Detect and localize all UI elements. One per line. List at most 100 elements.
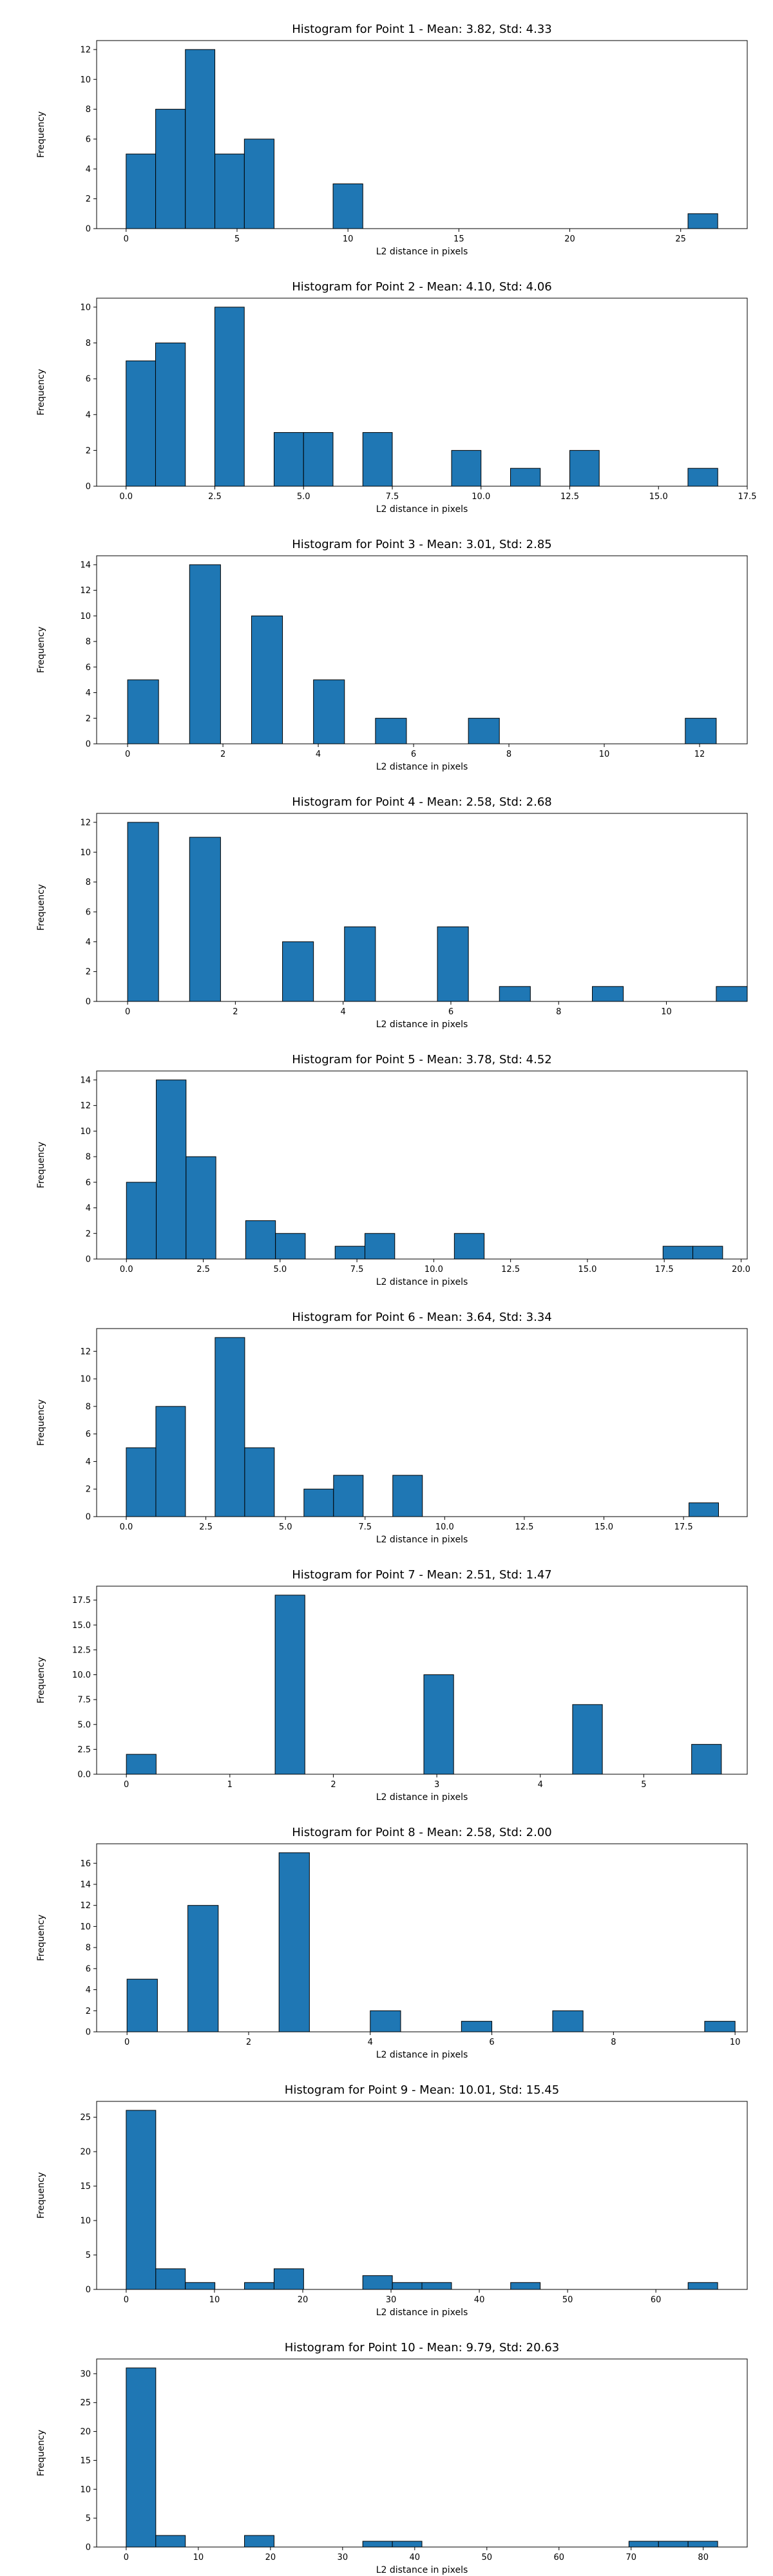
y-tick-label: 0 bbox=[86, 1513, 91, 1522]
x-tick-label: 2.5 bbox=[196, 1265, 210, 1274]
x-tick-label: 20 bbox=[298, 2295, 309, 2305]
x-tick-label: 0 bbox=[124, 2553, 129, 2562]
histogram-bar bbox=[127, 822, 159, 1002]
y-tick-label: 6 bbox=[86, 1430, 91, 1439]
y-axis-label: Frequency bbox=[36, 111, 46, 158]
histogram-bar bbox=[332, 183, 363, 229]
y-axis-ticks: 0 2 4 6 8 10 bbox=[80, 303, 97, 492]
y-tick-label: 10 bbox=[80, 75, 91, 85]
y-tick-label: 10.0 bbox=[72, 1671, 91, 1680]
histogram-svg: Histogram for Point 10 - Mean: 9.79, Std… bbox=[36, 2341, 748, 2575]
x-tick-label: 0.0 bbox=[120, 1265, 133, 1274]
x-axis-label: L2 distance in pixels bbox=[376, 2050, 468, 2060]
y-tick-label: 10 bbox=[80, 2217, 91, 2226]
x-tick-label: 10.0 bbox=[472, 492, 490, 502]
y-tick-label: 12 bbox=[80, 818, 91, 828]
histogram-bar bbox=[499, 986, 531, 1002]
x-tick-label: 2 bbox=[246, 2038, 251, 2047]
histogram-bar bbox=[572, 1704, 603, 1775]
bars-group bbox=[126, 49, 718, 229]
y-tick-label: 6 bbox=[86, 1964, 91, 1974]
y-tick-label: 0 bbox=[86, 740, 91, 750]
x-tick-label: 10 bbox=[730, 2038, 741, 2047]
chart-title: Histogram for Point 1 - Mean: 3.82, Std:… bbox=[292, 23, 552, 36]
y-tick-label: 4 bbox=[86, 1204, 91, 1213]
x-tick-label: 0 bbox=[124, 1780, 129, 1790]
x-tick-label: 17.5 bbox=[738, 492, 757, 502]
histogram-bar bbox=[275, 1233, 306, 1260]
histogram-bar bbox=[362, 432, 393, 487]
x-tick-label: 5 bbox=[641, 1780, 646, 1790]
histogram-bar bbox=[468, 717, 500, 744]
y-axis-ticks: 0 2 4 6 8 10 12 14 bbox=[80, 1075, 97, 1265]
y-axis-ticks: 0 2 4 6 8 10 12 14 16 bbox=[80, 1859, 97, 2038]
histogram-bar bbox=[552, 2010, 584, 2032]
histogram-bar bbox=[187, 1905, 219, 2032]
plot-frame bbox=[96, 298, 748, 487]
histogram-bar bbox=[362, 2275, 393, 2290]
y-axis-label: Frequency bbox=[36, 1915, 46, 1961]
y-tick-label: 15 bbox=[80, 2182, 91, 2192]
x-tick-label: 12 bbox=[694, 750, 705, 759]
histogram-chart-10: Histogram for Point 10 - Mean: 9.79, Std… bbox=[0, 2318, 773, 2576]
x-tick-label: 15 bbox=[453, 234, 464, 244]
x-tick-label: 2 bbox=[233, 1007, 238, 1017]
y-tick-label: 0 bbox=[86, 2286, 91, 2295]
histogram-bar bbox=[392, 1475, 423, 1517]
y-tick-label: 12 bbox=[80, 586, 91, 596]
y-axis-ticks: 0 5 10 15 20 25 bbox=[80, 2113, 97, 2295]
y-tick-label: 12 bbox=[80, 1101, 91, 1111]
y-axis-label: Frequency bbox=[36, 369, 46, 415]
y-tick-label: 2 bbox=[86, 1229, 91, 1239]
x-tick-label: 7.5 bbox=[358, 1522, 372, 1532]
x-tick-label: 80 bbox=[698, 2553, 709, 2562]
x-axis-ticks: 0 1 2 3 4 5 bbox=[124, 1774, 647, 1790]
histogram-svg: Histogram for Point 3 - Mean: 3.01, Std:… bbox=[36, 538, 748, 772]
histogram-bar bbox=[156, 1079, 187, 1260]
histogram-chart-1: Histogram for Point 1 - Mean: 3.82, Std:… bbox=[0, 0, 773, 258]
y-tick-label: 16 bbox=[80, 1859, 91, 1869]
histogram-bar bbox=[155, 1406, 186, 1517]
bars-group bbox=[126, 1852, 736, 2032]
histogram-bar bbox=[303, 1488, 334, 1517]
histogram-bar bbox=[689, 1502, 720, 1517]
x-tick-label: 0 bbox=[125, 750, 130, 759]
x-tick-label: 10.0 bbox=[435, 1522, 454, 1532]
histogram-bar bbox=[662, 1245, 694, 1260]
y-tick-label: 0.0 bbox=[77, 1770, 91, 1780]
histogram-bar bbox=[155, 343, 186, 487]
y-tick-label: 4 bbox=[86, 410, 91, 420]
histogram-bar bbox=[628, 2541, 659, 2548]
x-tick-label: 70 bbox=[625, 2553, 636, 2562]
bars-group bbox=[126, 2367, 718, 2548]
histogram-bar bbox=[282, 941, 314, 1002]
y-tick-label: 14 bbox=[80, 1075, 91, 1085]
x-axis-ticks: 0 10 20 30 40 50 60 70 80 bbox=[124, 2547, 709, 2562]
x-tick-label: 50 bbox=[482, 2553, 493, 2562]
x-tick-label: 7.5 bbox=[386, 492, 399, 502]
histogram-bar bbox=[423, 1674, 454, 1775]
histogram-bar bbox=[364, 1233, 396, 1260]
y-tick-label: 14 bbox=[80, 560, 91, 570]
histogram-bar bbox=[421, 2282, 452, 2290]
histogram-bar bbox=[362, 2541, 393, 2548]
histogram-chart-4: Histogram for Point 4 - Mean: 2.58, Std:… bbox=[0, 773, 773, 1030]
histogram-bar bbox=[278, 1852, 310, 2032]
x-tick-label: 6 bbox=[448, 1007, 453, 1017]
x-axis-ticks: 0 5 10 15 20 25 bbox=[124, 229, 686, 244]
y-tick-label: 15.0 bbox=[72, 1621, 91, 1631]
y-tick-label: 6 bbox=[86, 135, 91, 144]
x-axis-label: L2 distance in pixels bbox=[376, 1792, 468, 1803]
y-tick-label: 0 bbox=[86, 482, 91, 492]
histogram-bar bbox=[189, 837, 221, 1002]
chart-title: Histogram for Point 5 - Mean: 3.78, Std:… bbox=[292, 1053, 552, 1066]
x-tick-label: 0 bbox=[124, 2038, 129, 2047]
y-axis-label: Frequency bbox=[36, 2430, 46, 2476]
histogram-svg: Histogram for Point 8 - Mean: 2.58, Std:… bbox=[36, 1826, 748, 2060]
y-tick-label: 4 bbox=[86, 165, 91, 175]
plot-frame bbox=[96, 2358, 748, 2548]
histogram-bar bbox=[334, 1245, 365, 1260]
histogram-bar bbox=[370, 2010, 401, 2032]
bars-group bbox=[126, 1079, 723, 1260]
